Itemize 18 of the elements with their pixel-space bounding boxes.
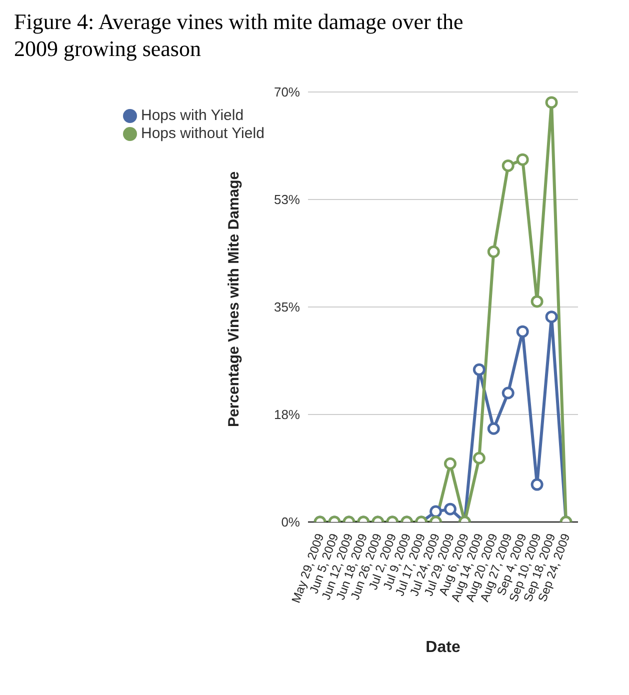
point (502, 159, 514, 172)
y-tick-label: 35% (274, 300, 300, 315)
y-axis-title: Percentage Vines with Mite Damage (225, 171, 242, 427)
point (472, 363, 486, 376)
y-tick-label: 53% (274, 192, 300, 208)
legend-label: Hops with Yield (141, 107, 244, 124)
x-axis-title: Date (426, 639, 460, 656)
legend-label: Hops without Yield (141, 125, 264, 142)
chart-title: Figure 4: Average vines with mite damage over the 2009 growing season (13, 8, 464, 62)
point (487, 245, 500, 258)
point (530, 295, 544, 308)
point (516, 153, 529, 166)
y-tick-label: 70% (274, 84, 300, 100)
point (545, 96, 558, 109)
point (545, 310, 558, 324)
y-tick-label: 18% (274, 407, 300, 422)
y-tick-label: 0% (281, 514, 300, 530)
point (516, 325, 529, 338)
